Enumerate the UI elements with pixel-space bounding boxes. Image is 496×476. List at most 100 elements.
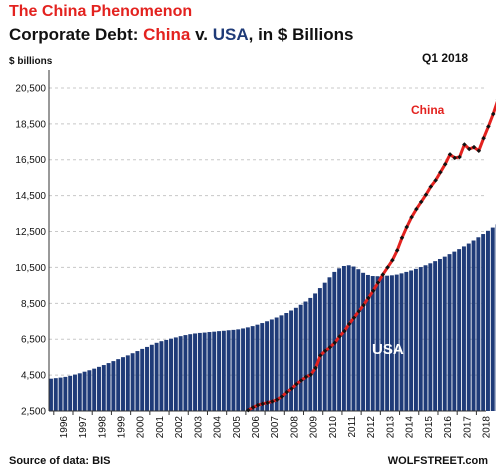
china-point	[294, 381, 299, 387]
usa-bar	[202, 332, 207, 411]
x-tick-label: 2003	[193, 416, 204, 439]
china-point	[322, 348, 328, 354]
usa-bar	[284, 313, 289, 411]
usa-bar	[121, 357, 125, 411]
usa-bar	[169, 338, 173, 411]
usa-bar	[207, 332, 212, 411]
usa-bar	[457, 249, 462, 411]
q1-2018-label: Q1 2018	[422, 51, 468, 65]
x-tick-label: 2010	[328, 416, 339, 439]
x-tick-label: 2002	[174, 416, 185, 439]
y-tick-label: 12,500	[15, 227, 46, 238]
x-tick-label: 2005	[232, 416, 243, 439]
usa-bar	[466, 243, 471, 411]
usa-bar	[197, 332, 202, 411]
usa-bar	[111, 361, 116, 411]
china-point	[447, 152, 453, 157]
china-point	[270, 399, 275, 404]
china-point	[327, 345, 333, 350]
usa-bar	[303, 301, 308, 411]
usa-bar	[269, 319, 274, 411]
data-source: Source of data: BIS	[9, 455, 111, 467]
y-tick-label: 20,500	[15, 83, 46, 94]
y-axis-unit: $ billions	[9, 56, 53, 67]
usa-bar	[356, 269, 361, 411]
usa-bar	[418, 267, 423, 411]
x-tick-label: 2011	[347, 416, 358, 438]
subtitle-suffix: , in $ Billions	[248, 25, 354, 44]
usa-bar	[101, 365, 106, 411]
usa-bar	[409, 270, 414, 411]
usa-bar	[375, 276, 380, 411]
y-tick-label: 4,500	[21, 371, 46, 382]
china-point	[486, 124, 491, 129]
x-tick-label: 1996	[59, 416, 70, 439]
china-point	[342, 328, 347, 334]
usa-bar	[49, 378, 53, 411]
usa-bar	[63, 376, 68, 411]
usa-bar	[274, 317, 279, 411]
usa-bar	[265, 321, 270, 411]
usa-bar	[183, 335, 188, 411]
usa-bar	[433, 261, 438, 411]
china-point	[265, 400, 270, 405]
usa-bar	[327, 277, 332, 411]
usa-bar	[447, 254, 452, 411]
x-tick-label: 1997	[78, 416, 89, 439]
usa-bar	[442, 256, 447, 411]
china-point	[462, 142, 467, 147]
usa-bar	[245, 327, 250, 411]
china-point	[457, 154, 462, 160]
usa-bar	[77, 373, 82, 411]
usa-bar	[370, 276, 375, 411]
china-point	[318, 353, 323, 358]
usa-bar	[193, 333, 198, 411]
usa-bar	[241, 328, 246, 411]
usa-bar	[289, 310, 294, 411]
y-tick-label: 10,500	[15, 263, 46, 274]
usa-bar	[106, 363, 111, 411]
china-point	[346, 321, 352, 327]
subtitle-usa: USA	[212, 25, 249, 44]
subtitle-china: China	[143, 25, 191, 44]
brand-watermark: WOLFSTREET.com	[387, 455, 488, 467]
usa-bar	[423, 265, 428, 411]
usa-bar	[58, 377, 63, 411]
usa-bar	[490, 227, 495, 411]
usa-bar	[404, 271, 409, 411]
usa-bar	[341, 265, 346, 411]
usa-bar	[471, 240, 476, 411]
usa-bar	[351, 266, 356, 411]
china-point	[303, 374, 309, 380]
usa-bar	[164, 339, 169, 411]
axes	[48, 70, 486, 415]
x-tick-label: 2009	[309, 416, 320, 439]
usa-bar	[308, 297, 313, 411]
china-point	[409, 214, 414, 220]
usa-bar	[452, 251, 457, 411]
usa-bar	[250, 326, 255, 411]
usa-bar	[399, 273, 404, 411]
x-tick-label: 2018	[482, 416, 493, 439]
usa-bar	[178, 336, 183, 411]
usa-label: USA	[372, 341, 404, 358]
x-tick-label: 2008	[289, 416, 300, 439]
usa-bar	[87, 370, 92, 411]
usa-bar	[116, 359, 121, 411]
china-point	[390, 257, 395, 263]
china-point	[385, 265, 390, 270]
usa-bar	[260, 323, 265, 411]
usa-bar	[73, 374, 77, 411]
usa-bar	[231, 329, 236, 411]
chart-subtitle: Corporate Debt: China v. USA, in $ Billi…	[9, 25, 354, 45]
china-point	[466, 146, 472, 152]
china-label: China	[411, 103, 445, 117]
china-point	[438, 170, 443, 175]
china-point	[313, 365, 318, 371]
china-point	[279, 394, 285, 399]
x-tick-label: 2001	[155, 416, 166, 439]
x-tick-label: 2017	[462, 416, 473, 439]
usa-bar	[481, 234, 486, 411]
y-tick-label: 18,500	[15, 119, 46, 130]
